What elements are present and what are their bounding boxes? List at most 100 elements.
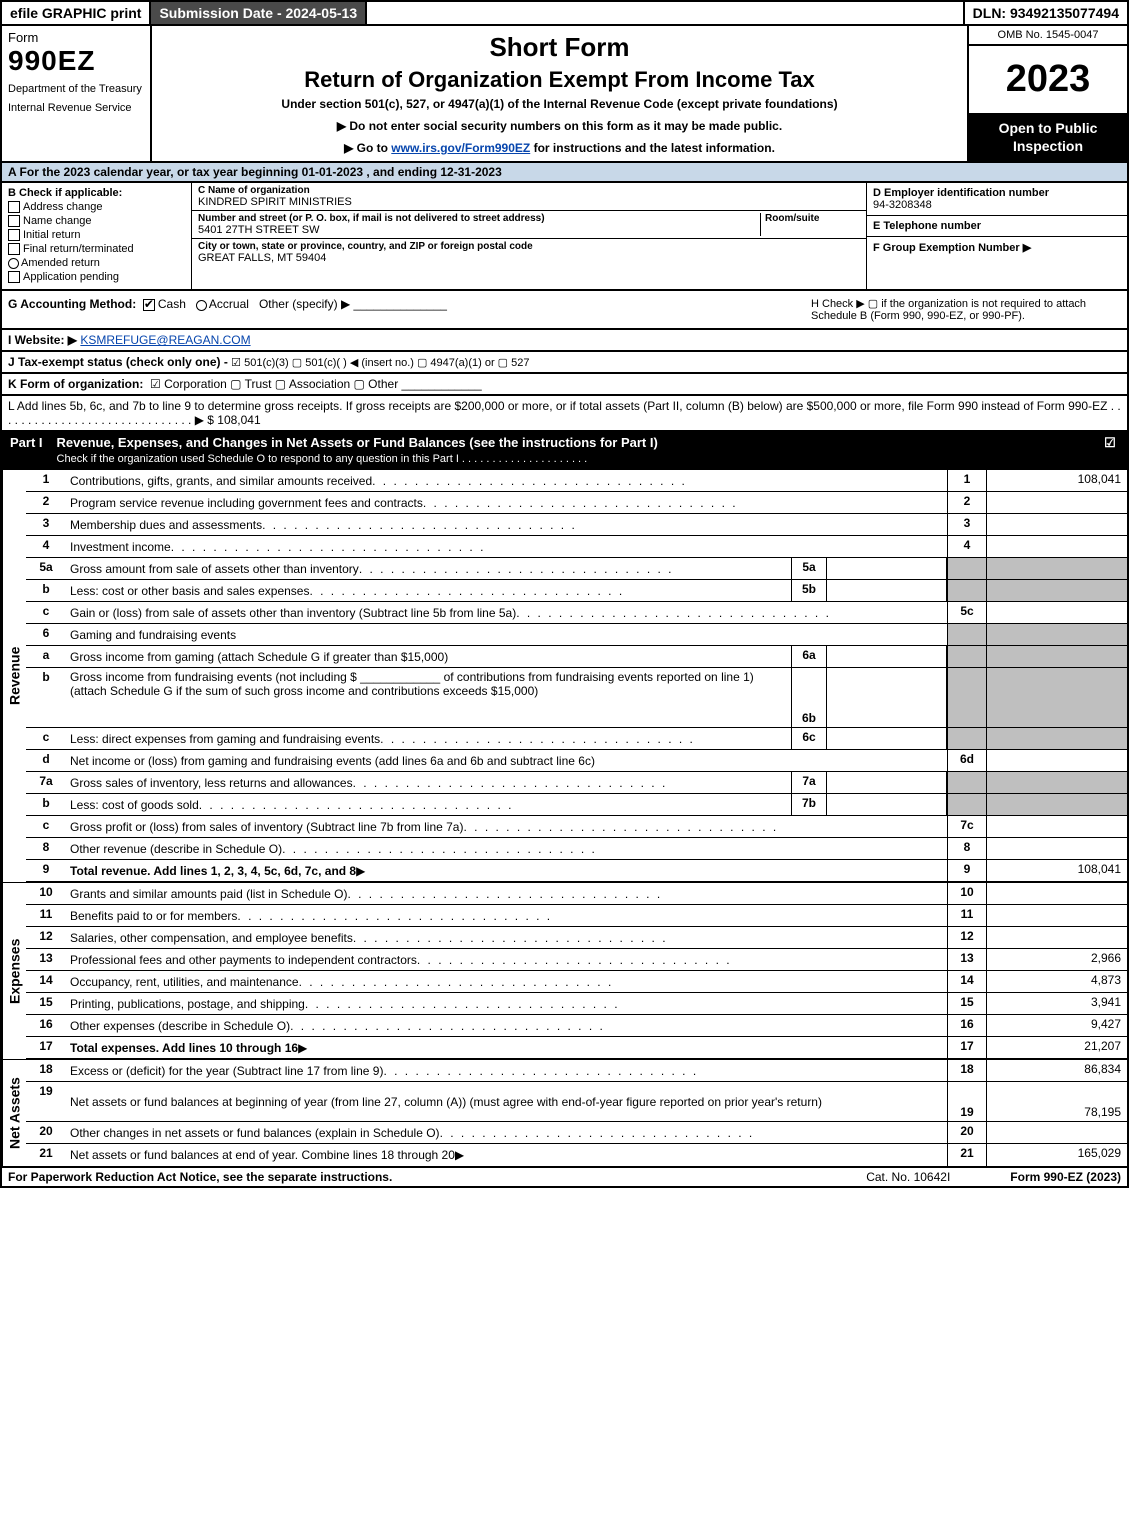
ln13-desc: Professional fees and other payments to … xyxy=(70,953,417,967)
ln5b-rt xyxy=(947,580,987,601)
ln21-no: 21 xyxy=(26,1144,66,1166)
row-a: A For the 2023 calendar year, or tax yea… xyxy=(0,163,1129,183)
chk-name-change[interactable]: Name change xyxy=(8,215,185,227)
form-title: Return of Organization Exempt From Incom… xyxy=(162,67,957,93)
ln5a-midval xyxy=(827,558,947,579)
ln11-no: 11 xyxy=(26,905,66,926)
ln5a-val xyxy=(987,558,1127,579)
ln14-desc: Occupancy, rent, utilities, and maintena… xyxy=(70,975,299,989)
ln7a-no: 7a xyxy=(26,772,66,793)
ln5b-mid: 5b xyxy=(791,580,827,601)
ln3-val xyxy=(987,514,1127,535)
note2-post: for instructions and the latest informat… xyxy=(530,141,775,155)
ln4-desc: Investment income xyxy=(70,540,171,554)
dln-label: DLN: 93492135077494 xyxy=(963,2,1127,24)
ln11-val xyxy=(987,905,1127,926)
org-name: KINDRED SPIRIT MINISTRIES xyxy=(198,196,860,208)
row-k: K Form of organization: ☑ Corporation ▢ … xyxy=(0,374,1129,396)
ln6a-mid: 6a xyxy=(791,646,827,667)
ln3-desc: Membership dues and assessments xyxy=(70,518,262,532)
ln18-rt: 18 xyxy=(947,1060,987,1081)
ln18-desc: Excess or (deficit) for the year (Subtra… xyxy=(70,1064,383,1078)
ln6b-no: b xyxy=(26,668,66,727)
irs-link[interactable]: www.irs.gov/Form990EZ xyxy=(391,141,530,155)
c-addr-block: Number and street (or P. O. box, if mail… xyxy=(192,211,866,239)
row-i: I Website: ▶ KSMREFUGE@REAGAN.COM xyxy=(0,330,1129,352)
side-netassets: Net Assets xyxy=(2,1060,26,1166)
chk-accrual[interactable] xyxy=(196,300,207,311)
ln6c-mid: 6c xyxy=(791,728,827,749)
expenses-section: Expenses 10Grants and similar amounts pa… xyxy=(0,882,1129,1059)
website-link[interactable]: KSMREFUGE@REAGAN.COM xyxy=(80,333,250,347)
room-lbl: Room/suite xyxy=(765,213,860,224)
ln7b-desc: Less: cost of goods sold xyxy=(70,798,199,812)
ln5b-val xyxy=(987,580,1127,601)
ln20-no: 20 xyxy=(26,1122,66,1143)
ln7a-desc: Gross sales of inventory, less returns a… xyxy=(70,776,353,790)
col-def: D Employer identification number 94-3208… xyxy=(867,183,1127,289)
ln1-val: 108,041 xyxy=(987,470,1127,491)
ln19-val: 78,195 xyxy=(987,1082,1127,1121)
ln14-rt: 14 xyxy=(947,971,987,992)
chk-amended[interactable]: Amended return xyxy=(8,257,185,269)
netassets-section: Net Assets 18 Excess or (deficit) for the… xyxy=(0,1059,1129,1168)
ln6c-rt xyxy=(947,728,987,749)
ln10-no: 10 xyxy=(26,883,66,904)
chk-cash[interactable] xyxy=(143,299,155,311)
chk-pending[interactable]: Application pending xyxy=(8,271,185,283)
ln6a-midval xyxy=(827,646,947,667)
ln17-no: 17 xyxy=(26,1037,66,1058)
note-link: ▶ Go to www.irs.gov/Form990EZ for instru… xyxy=(162,141,957,155)
open-inspection: Open to Public Inspection xyxy=(969,113,1127,161)
ln1-no: 1 xyxy=(26,470,66,491)
header-left: Form 990EZ Department of the Treasury In… xyxy=(2,26,152,161)
chk-final-return[interactable]: Final return/terminated xyxy=(8,243,185,255)
note2-pre: ▶ Go to xyxy=(344,141,391,155)
note-ssn: ▶ Do not enter social security numbers o… xyxy=(162,119,957,133)
chk-initial-return[interactable]: Initial return xyxy=(8,229,185,241)
ln12-rt: 12 xyxy=(947,927,987,948)
ln7a-mid: 7a xyxy=(791,772,827,793)
h-block: H Check ▶ ▢ if the organization is not r… xyxy=(811,297,1121,322)
ln21-rt: 21 xyxy=(947,1144,987,1166)
d-lbl: D Employer identification number xyxy=(873,187,1121,199)
part-i-title: Revenue, Expenses, and Changes in Net As… xyxy=(57,435,658,450)
form-number: 990EZ xyxy=(8,45,144,77)
ln5c-rt: 5c xyxy=(947,602,987,623)
ln5b-no: b xyxy=(26,580,66,601)
ln6d-no: d xyxy=(26,750,66,771)
part-i-title-wrap: Revenue, Expenses, and Changes in Net As… xyxy=(57,435,1101,465)
chk-address-change[interactable]: Address change xyxy=(8,201,185,213)
ln15-val: 3,941 xyxy=(987,993,1127,1014)
c-city-lbl: City or town, state or province, country… xyxy=(198,241,860,252)
ln17-rt: 17 xyxy=(947,1037,987,1058)
ln6-val xyxy=(987,624,1127,645)
ln5c-val xyxy=(987,602,1127,623)
ln6d-desc: Net income or (loss) from gaming and fun… xyxy=(70,754,595,768)
tax-year: 2023 xyxy=(969,46,1127,113)
ln10-val xyxy=(987,883,1127,904)
row-gh: G Accounting Method: Cash Accrual Other … xyxy=(0,291,1129,330)
ln14-no: 14 xyxy=(26,971,66,992)
part-i-header: Part I Revenue, Expenses, and Changes in… xyxy=(0,432,1129,470)
top-bar: efile GRAPHIC print Submission Date - 20… xyxy=(0,0,1129,26)
ln5a-desc: Gross amount from sale of assets other t… xyxy=(70,562,359,576)
c-addr-lbl: Number and street (or P. O. box, if mail… xyxy=(198,213,760,224)
ln6c-midval xyxy=(827,728,947,749)
i-lbl: I Website: ▶ xyxy=(8,333,77,347)
ln15-desc: Printing, publications, postage, and shi… xyxy=(70,997,305,1011)
ln12-desc: Salaries, other compensation, and employ… xyxy=(70,931,353,945)
dept-label: Department of the Treasury xyxy=(8,83,144,96)
ln12-val xyxy=(987,927,1127,948)
part-i-sub: Check if the organization used Schedule … xyxy=(57,453,588,465)
ln15-rt: 15 xyxy=(947,993,987,1014)
ln6b-val xyxy=(987,668,1127,727)
ln6a-no: a xyxy=(26,646,66,667)
ln4-no: 4 xyxy=(26,536,66,557)
footer-left: For Paperwork Reduction Act Notice, see … xyxy=(8,1170,392,1184)
part-i-chk[interactable]: ☑ xyxy=(1101,435,1119,465)
ln7c-desc: Gross profit or (loss) from sales of inv… xyxy=(70,820,463,834)
org-city: GREAT FALLS, MT 59404 xyxy=(198,252,860,264)
ln6c-desc: Less: direct expenses from gaming and fu… xyxy=(70,732,380,746)
ln13-rt: 13 xyxy=(947,949,987,970)
